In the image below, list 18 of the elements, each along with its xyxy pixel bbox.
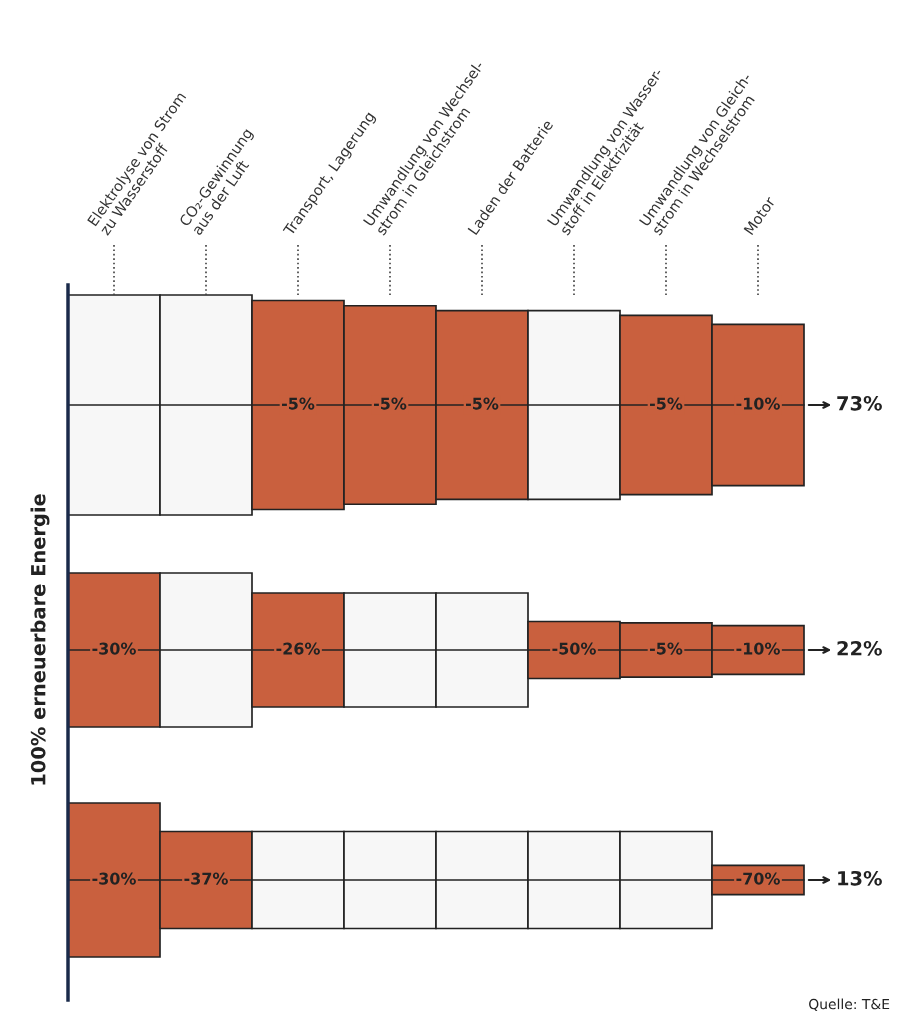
data-label: -10% bbox=[736, 397, 780, 410]
data-label: -5% bbox=[649, 642, 683, 655]
text: 22% bbox=[837, 640, 882, 656]
data-label: -26% bbox=[276, 642, 320, 655]
data-label: -5% bbox=[465, 397, 499, 410]
data-label: -5% bbox=[281, 397, 315, 410]
data-label: -5% bbox=[649, 397, 683, 410]
data-label: -30% bbox=[92, 642, 136, 655]
data-label: -37% bbox=[184, 872, 228, 885]
data-label: -50% bbox=[552, 642, 596, 655]
text: 73% bbox=[837, 395, 882, 411]
data-label: -70% bbox=[736, 872, 780, 885]
data-label: -5% bbox=[373, 397, 407, 410]
source-note: Quelle: T&E bbox=[809, 998, 890, 1011]
text: 100% erneuerbare Energie bbox=[30, 494, 50, 785]
data-label: -10% bbox=[736, 642, 780, 655]
text: 13% bbox=[838, 870, 882, 886]
data-label: -30% bbox=[92, 872, 136, 885]
